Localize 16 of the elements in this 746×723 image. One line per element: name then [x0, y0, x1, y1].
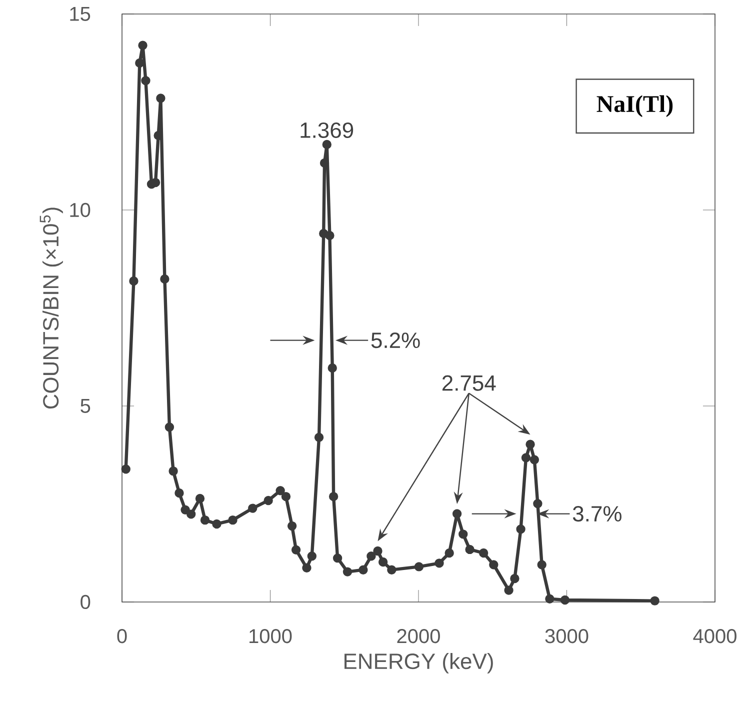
y-tick-label: 15 — [70, 7, 90, 21]
x-tick-label: 3000 — [545, 629, 588, 644]
x-axis-title: ENERGY (keV) — [344, 652, 493, 674]
x-tick-label: 1000 — [250, 629, 292, 644]
annotation: 2.754 — [442, 375, 496, 391]
y-axis-title: COUNTS/BIN (×10$^{5}$) — [40, 208, 63, 409]
annotation: 3.7% — [572, 506, 622, 522]
x-tick-label: 2000 — [397, 629, 440, 644]
annotation: 1.369 — [300, 122, 354, 138]
x-tick-label: 4000 — [693, 629, 736, 644]
y-tick-label: 10 — [70, 202, 90, 218]
x-tick-label: 0 — [117, 629, 127, 644]
y-tick-label: 0 — [80, 594, 90, 610]
y-tick-label: 5 — [80, 399, 90, 413]
annotation: 5.2% — [371, 332, 420, 348]
annotation: NaI(Tl) — [596, 95, 673, 118]
